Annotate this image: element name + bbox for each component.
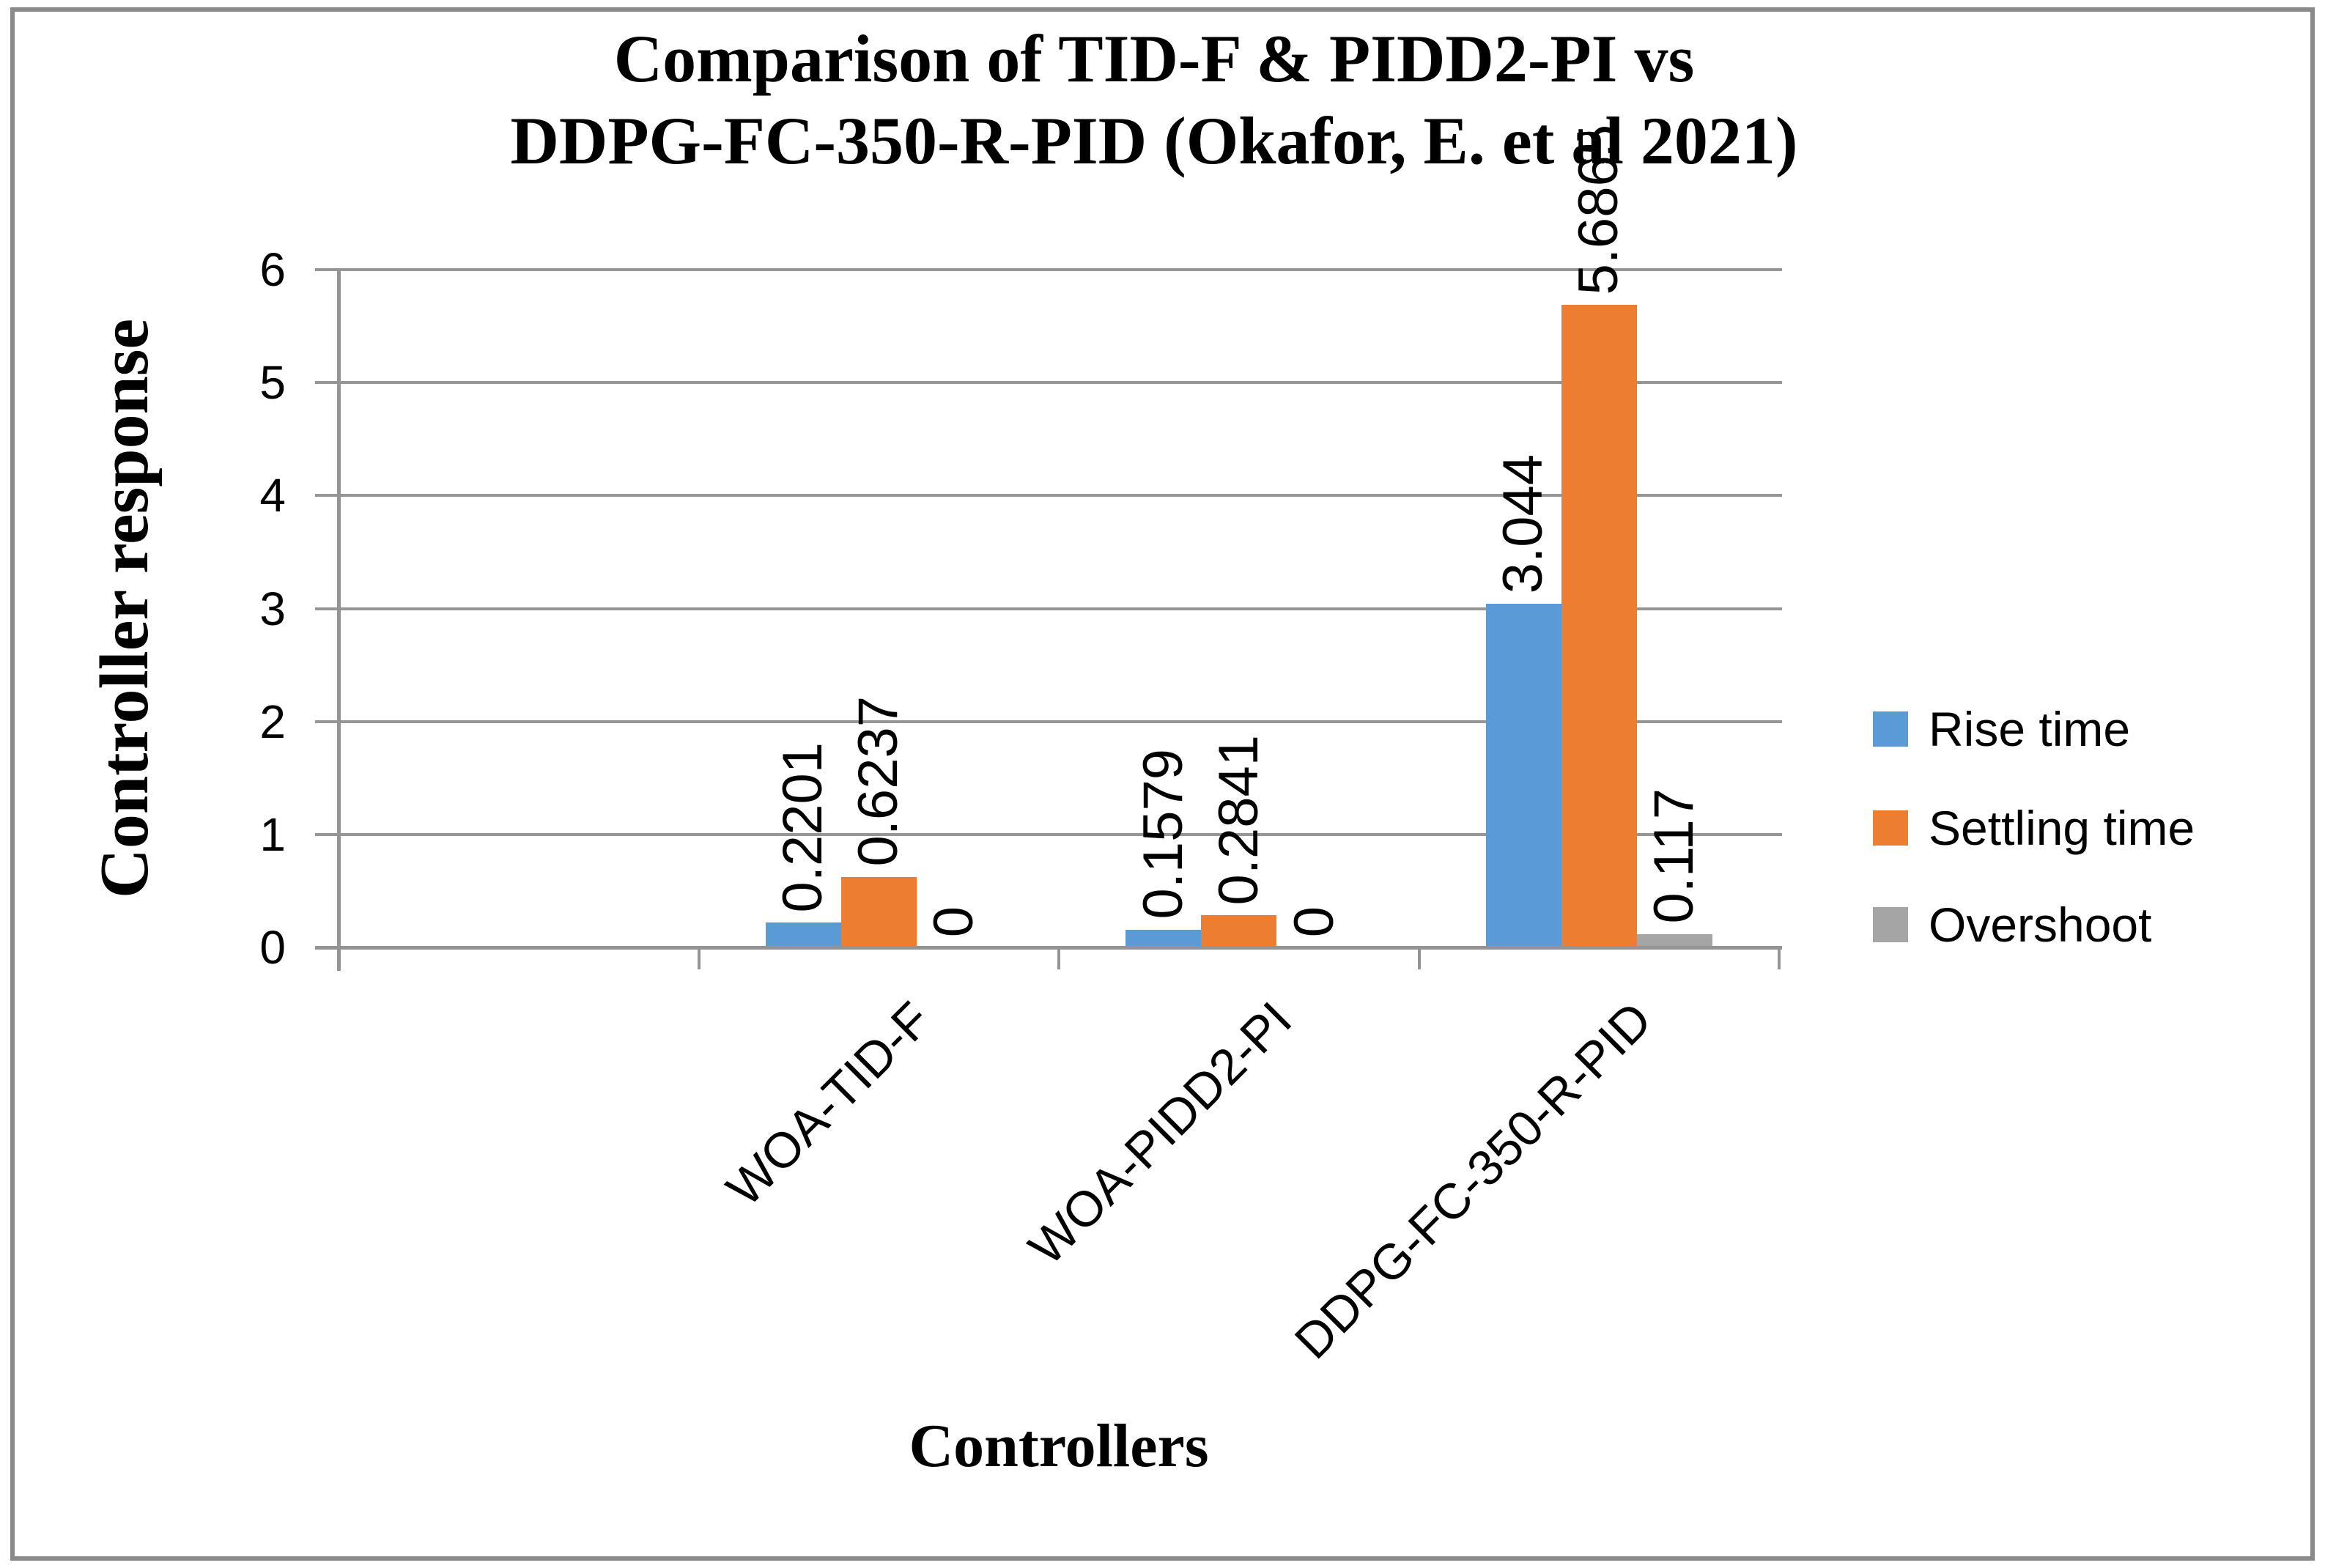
y-tick-label: 3 (259, 582, 286, 635)
gridline (315, 494, 1782, 498)
data-label: 0.6237 (847, 696, 910, 867)
chart-title: Comparison of TID-F & PIDD2-PI vs DDPG-F… (510, 18, 1797, 182)
data-label: 0 (1282, 906, 1345, 937)
bar-rise-time-woa-tid-f (765, 922, 841, 947)
y-tick-label: 4 (259, 469, 286, 522)
legend-item-rise-time: Rise time (1873, 705, 2130, 753)
settling-time-swatch-icon (1873, 810, 1908, 846)
data-label: 5.6865 (1567, 124, 1630, 295)
gridline (315, 832, 1782, 836)
category-tick (337, 947, 340, 969)
legend-label: Overshoot (1929, 898, 2152, 952)
category-tick (1057, 947, 1060, 969)
legend-item-settling-time: Settling time (1873, 804, 2195, 852)
bar-overshoot-ddpg-fc-350-r-pid (1636, 933, 1712, 947)
y-tick-label: 5 (259, 356, 286, 410)
y-tick-label: 2 (259, 695, 286, 748)
chart-outer-border (10, 7, 2315, 1561)
bar-settling-time-woa-pidd2-pi (1201, 915, 1277, 947)
x-axis-title: Controllers (909, 1412, 1209, 1480)
data-label: 3.044 (1492, 454, 1555, 593)
data-label: 0 (923, 906, 986, 937)
y-tick-label: 1 (259, 807, 286, 861)
bar-settling-time-ddpg-fc-350-r-pid (1561, 305, 1637, 947)
category-tick (697, 947, 701, 969)
legend-label: Rise time (1929, 702, 2131, 756)
y-tick-label: 0 (259, 921, 286, 974)
y-tick-label: 6 (259, 243, 286, 296)
legend-item-overshoot: Overshoot (1873, 901, 2151, 949)
gridline (315, 268, 1782, 271)
y-axis-line (337, 268, 341, 971)
data-label: 0.2201 (772, 742, 835, 913)
legend-label: Settling time (1929, 801, 2195, 855)
gridline (315, 720, 1782, 723)
data-label: 0.117 (1643, 788, 1706, 924)
bar-rise-time-ddpg-fc-350-r-pid (1485, 603, 1561, 947)
chart-title-line1: Comparison of TID-F & PIDD2-PI vs (613, 21, 1695, 96)
bar-rise-time-woa-pidd2-pi (1125, 929, 1202, 947)
gridline (315, 381, 1782, 385)
data-label: 0.1579 (1131, 749, 1194, 920)
x-axis-line (315, 946, 1782, 950)
gridline (315, 607, 1782, 610)
category-tick (1778, 947, 1781, 969)
category-tick (1417, 947, 1421, 969)
data-label: 0.2841 (1207, 734, 1270, 906)
overshoot-swatch-icon (1873, 907, 1908, 942)
rise-time-swatch-icon (1873, 711, 1908, 747)
bar-settling-time-woa-tid-f (840, 876, 917, 947)
y-axis-title: Controller response (86, 318, 163, 899)
chart-title-line2: DDPG-FC-350-R-PID (Okafor, E. et al 2021… (510, 103, 1798, 178)
